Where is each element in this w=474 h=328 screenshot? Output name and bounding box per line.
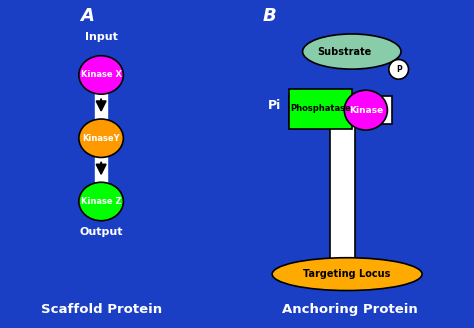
Ellipse shape <box>272 258 422 291</box>
Bar <box>289 89 352 129</box>
Text: A: A <box>80 8 94 25</box>
Bar <box>329 96 356 260</box>
Ellipse shape <box>344 90 387 130</box>
Ellipse shape <box>302 34 401 69</box>
Ellipse shape <box>79 56 123 94</box>
Text: Output: Output <box>79 227 123 237</box>
Bar <box>95 93 107 120</box>
Text: Targeting Locus: Targeting Locus <box>303 269 391 279</box>
Text: Kinase X: Kinase X <box>81 71 122 79</box>
Text: Scaffold Protein: Scaffold Protein <box>41 303 162 316</box>
Circle shape <box>389 59 409 79</box>
Ellipse shape <box>79 182 123 221</box>
Bar <box>289 96 392 124</box>
Text: P: P <box>396 65 401 74</box>
Text: Phosphatase: Phosphatase <box>290 104 351 113</box>
Text: KinaseY: KinaseY <box>82 134 120 143</box>
Text: Substrate: Substrate <box>318 47 372 56</box>
Text: Anchoring Protein: Anchoring Protein <box>282 303 417 316</box>
Bar <box>95 156 107 183</box>
Text: Input: Input <box>85 32 118 43</box>
Text: B: B <box>263 8 277 25</box>
Text: Kinase: Kinase <box>349 106 383 114</box>
Text: Pi: Pi <box>268 99 281 112</box>
Text: Kinase Z: Kinase Z <box>81 197 121 206</box>
Ellipse shape <box>79 119 123 157</box>
